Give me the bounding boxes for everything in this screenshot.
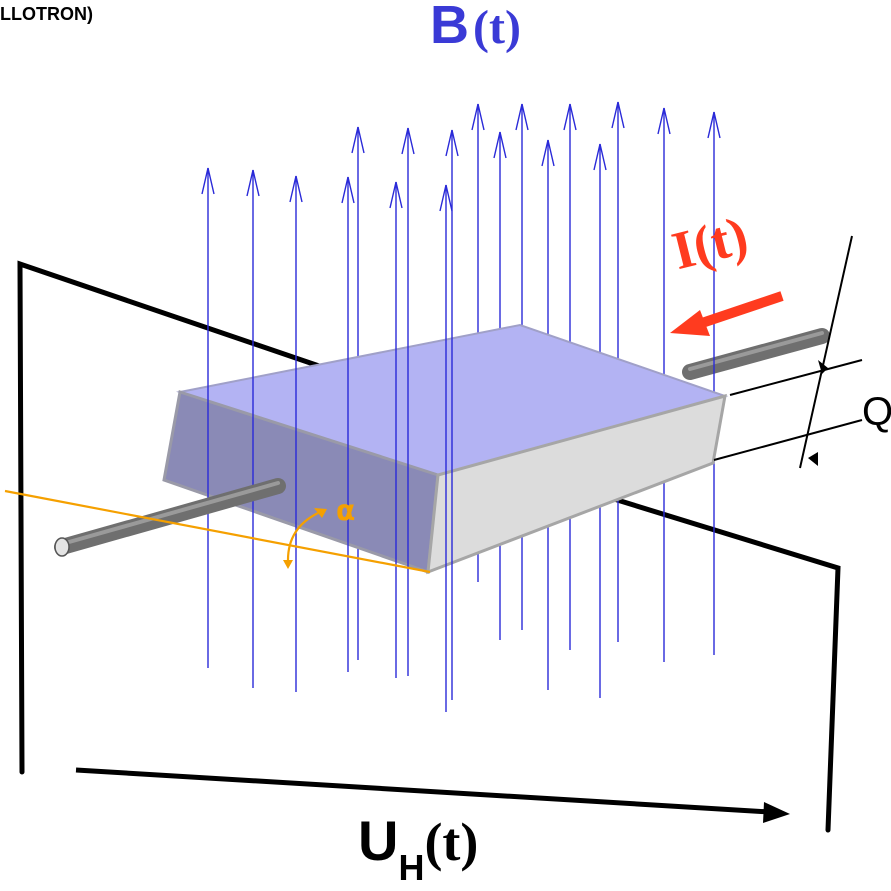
field-argument: (t) bbox=[473, 1, 521, 54]
field-line bbox=[289, 175, 303, 692]
field-line bbox=[707, 111, 721, 655]
field-line bbox=[401, 127, 415, 676]
current-rod-back bbox=[682, 328, 830, 380]
angle-label: α bbox=[336, 494, 356, 527]
hall-voltage-arrow bbox=[75, 767, 790, 823]
hall-voltage-symbol: U bbox=[358, 809, 399, 872]
field-line bbox=[439, 184, 453, 712]
field-line bbox=[201, 167, 215, 668]
hall-voltage-argument: (t) bbox=[424, 812, 479, 872]
wire-right bbox=[559, 480, 841, 833]
thickness-label: Q bbox=[862, 390, 891, 434]
field-lines-front bbox=[201, 127, 459, 712]
field-line bbox=[341, 176, 355, 672]
magnetic-field-label: B (t) bbox=[430, 0, 521, 56]
plate-side-face bbox=[426, 393, 727, 575]
thickness-dimension bbox=[713, 235, 863, 469]
current-arrow bbox=[670, 291, 784, 336]
hall-voltage-label: UH(t) bbox=[358, 808, 479, 888]
angle-marker bbox=[4, 489, 431, 574]
field-symbol: B bbox=[430, 0, 469, 55]
field-line bbox=[445, 129, 459, 700]
field-line bbox=[246, 169, 260, 688]
header-fragment: LLOTRON) bbox=[0, 4, 93, 24]
semiconductor-plate bbox=[162, 323, 729, 575]
field-line bbox=[389, 181, 403, 678]
wire-left bbox=[17, 260, 328, 775]
hall-voltage-subscript: H bbox=[398, 847, 425, 888]
current-rod-front bbox=[54, 478, 286, 557]
